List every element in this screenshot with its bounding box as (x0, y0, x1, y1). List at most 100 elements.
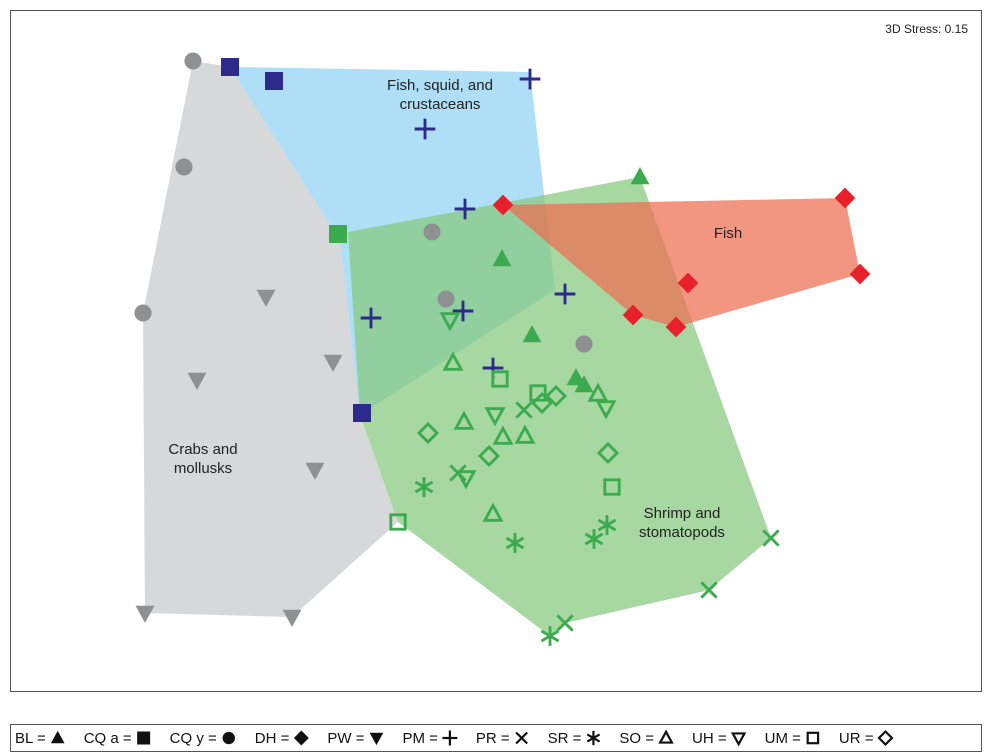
point-pw-0 (256, 289, 276, 307)
point-dh-1 (834, 187, 856, 209)
point-pm-5 (554, 283, 576, 305)
legend-label: UH = (692, 730, 727, 747)
legend-label: BL = (15, 730, 46, 747)
hull-fish (143, 61, 398, 617)
point-sr-1 (505, 533, 525, 553)
point-um-3 (389, 513, 407, 531)
legend-symbol-triangle-open (658, 729, 674, 744)
point-dh-0 (492, 194, 514, 216)
point-pw-2 (323, 354, 343, 372)
point-bl-4 (574, 375, 594, 393)
point-uh-1 (484, 407, 506, 427)
legend-symbol-triangle-filled (50, 730, 65, 744)
point-ur-1 (477, 444, 501, 468)
legend-item-cq-a: CQ a = (84, 730, 151, 747)
legend-symbol-x (515, 731, 528, 745)
legend-label: SR = (548, 730, 582, 747)
point-ur-4 (596, 441, 620, 465)
point-um-2 (603, 478, 621, 496)
point-pw-1 (187, 372, 207, 390)
point-cq-y-1 (175, 158, 193, 176)
point-um-0 (491, 370, 509, 388)
point-so-3 (514, 424, 536, 444)
point-bl-2 (522, 325, 542, 343)
legend-item-pw: PW = (327, 730, 384, 747)
legend-item-cq-y: CQ y = (170, 730, 235, 747)
point-sr-0 (414, 477, 434, 497)
point-pr-1 (449, 464, 467, 482)
point-uh-3 (595, 400, 617, 420)
point-cq-a-2 (353, 404, 371, 422)
legend-label: CQ a = (84, 730, 132, 747)
point-so-1 (453, 410, 475, 430)
point-pr-2 (762, 529, 780, 547)
point-cq-a-0 (221, 58, 239, 76)
legend-label: PW = (327, 730, 364, 747)
point-uh-2 (455, 470, 477, 490)
group-label-crabs-and-mollusks: Crabs and mollusks (168, 441, 237, 477)
legend-label: DH = (255, 730, 290, 747)
legend-symbol-triangle-down-open (730, 732, 747, 747)
nmds-plot: Fish, squid, and crustaceans Fish Crabs and… (134, 22, 968, 646)
point-pr-0 (515, 401, 533, 419)
legend-item-uh: UH = (692, 730, 747, 747)
point-dh-4 (622, 304, 644, 326)
legend-symbol-diamond-open (877, 729, 894, 747)
point-so-2 (492, 425, 514, 445)
legend-item-sr: SR = (548, 730, 601, 747)
point-ur-0 (416, 421, 440, 445)
legend-item-so: SO = (619, 729, 674, 747)
point-cq-y-0 (184, 52, 202, 70)
stress-label: 3D Stress: 0.15 (885, 22, 968, 36)
point-cq-y-3 (423, 223, 441, 241)
point-pr-3 (700, 581, 718, 599)
point-pm-2 (454, 198, 476, 220)
group-label-fish-squid-and-crustaceans: Fish, squid, and crustaceans (387, 77, 493, 113)
point-dh-5 (665, 316, 687, 338)
legend-item-bl: BL = (15, 730, 65, 747)
group-label-shrimp-and-stomatopods: Shrimp and stomatopods (639, 505, 725, 541)
legend-item-um: UM = (765, 730, 820, 747)
legend-item-ur: UR = (839, 729, 894, 747)
point-bl-1 (492, 249, 512, 267)
point-pm-0 (519, 68, 541, 90)
point-cq-a-0 (329, 225, 347, 243)
legend-item-pr: PR = (476, 730, 528, 747)
point-dh-3 (677, 272, 699, 294)
legend-symbol-plus (442, 730, 458, 746)
point-sr-3 (597, 515, 617, 535)
point-sr-2 (584, 529, 604, 549)
point-so-0 (442, 351, 464, 371)
legend-label: UR = (839, 730, 874, 747)
point-ur-3 (530, 391, 554, 415)
point-cq-a-1 (265, 72, 283, 90)
hull-crabs-and-mollusks (503, 198, 860, 327)
legend-item-dh: DH = (255, 730, 309, 747)
legend-label: PM = (402, 730, 438, 747)
point-bl-0 (630, 167, 650, 185)
legend-symbol-asterisk (586, 730, 601, 746)
legend-item-pm: PM = (402, 730, 458, 747)
legend-svg: BL = CQ a = CQ y = DH = PW = PM = PR = SR = SO =… (15, 729, 894, 747)
legend-label: CQ y = (170, 730, 217, 747)
point-pw-3 (305, 462, 325, 480)
point-bl-3 (566, 368, 586, 386)
point-sr-4 (540, 626, 560, 646)
legend-symbol-diamond-filled (293, 730, 309, 746)
point-dh-2 (849, 263, 871, 285)
plot-area: Fish, squid, and crustaceans Fish Crabs and… (10, 10, 982, 692)
point-pm-1 (414, 118, 436, 140)
legend-label: UM = (765, 730, 801, 747)
legend-label: PR = (476, 730, 510, 747)
point-so-5 (482, 502, 504, 522)
legend-label: SO = (619, 730, 654, 747)
point-pw-5 (282, 609, 302, 627)
legend-symbol-triangle-down-filled (369, 732, 384, 746)
legend: BL = CQ a = CQ y = DH = PW = PM = PR = SR = SO =… (10, 724, 982, 752)
legend-symbol-square-open (806, 731, 820, 745)
point-pw-4 (135, 605, 155, 623)
group-label-fish: Fish (714, 225, 742, 242)
point-pr-4 (556, 614, 574, 632)
point-uh-0 (439, 312, 461, 332)
legend-symbol-square-filled (137, 731, 151, 745)
